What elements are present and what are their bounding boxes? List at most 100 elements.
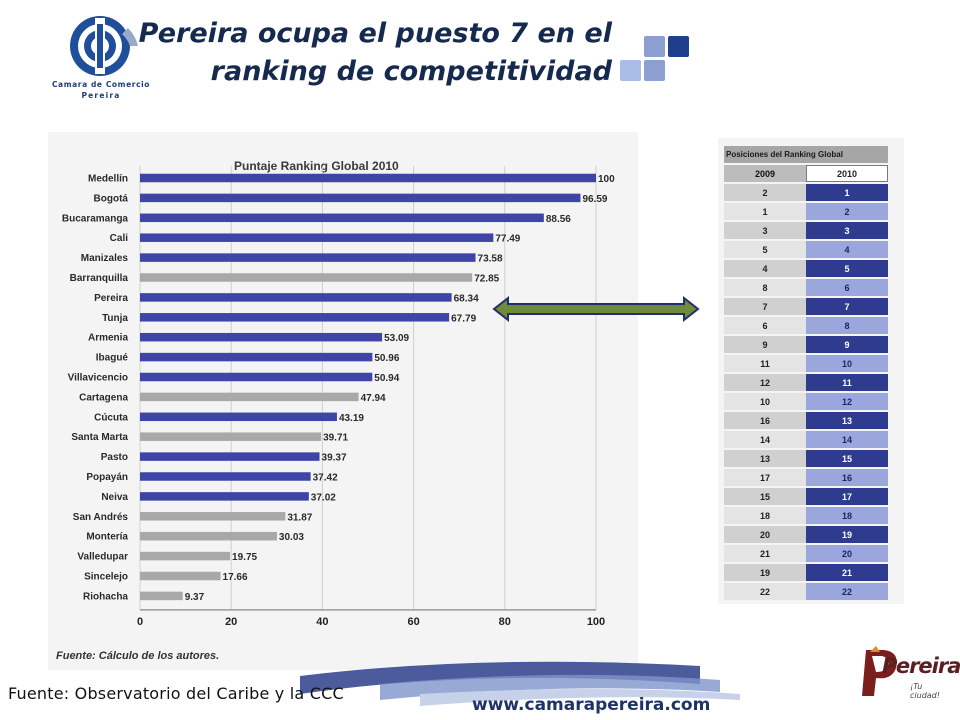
chart-source-note: Fuente: Cálculo de los autores.: [56, 650, 220, 662]
pereira-p-icon: [862, 646, 897, 696]
bar: [140, 193, 581, 203]
category-label: San Andrés: [73, 512, 129, 523]
cell-2009: 14: [724, 431, 806, 448]
category-label: Armenia: [88, 333, 128, 344]
cell-2010: 5: [806, 260, 888, 277]
bar: [140, 432, 322, 441]
cell-2009: 17: [724, 469, 806, 486]
data-label: 17.66: [223, 572, 248, 583]
cell-2009: 11: [724, 355, 806, 372]
category-label: Riohacha: [83, 591, 128, 602]
table-row: 17 16: [724, 469, 888, 486]
camara-comercio-emblem-icon: [70, 16, 138, 76]
data-label: 50.96: [374, 353, 399, 364]
table-title-row: Posiciones del Ranking Global: [724, 146, 888, 163]
cell-2010: 10: [806, 355, 888, 372]
bar: [140, 591, 183, 601]
cell-2009: 2: [724, 184, 806, 201]
cell-2010: 12: [806, 393, 888, 410]
bar: [140, 512, 286, 521]
deco-square: [668, 36, 689, 57]
table-row: 15 17: [724, 488, 888, 505]
cell-2009: 16: [724, 412, 806, 429]
data-label: 47.94: [361, 393, 386, 404]
bar: [140, 213, 544, 223]
cell-2010: 1: [806, 184, 888, 201]
logo-name-line1: Camara de Comercio: [51, 80, 151, 89]
double-arrow-icon: [492, 295, 700, 323]
cell-2009: 1: [724, 203, 806, 220]
cell-2010: 7: [806, 298, 888, 315]
cell-2010: 18: [806, 507, 888, 524]
cell-2010: 19: [806, 526, 888, 543]
bar: [140, 273, 473, 282]
x-tick-label: 60: [407, 616, 419, 628]
table-row: 20 19: [724, 526, 888, 543]
deco-square: [644, 60, 665, 81]
data-label: 37.02: [311, 492, 336, 503]
cell-2010: 15: [806, 450, 888, 467]
x-tick-label: 0: [137, 616, 143, 628]
category-label: Pereira: [94, 293, 128, 304]
table-row: 21 20: [724, 545, 888, 562]
data-label: 53.09: [384, 333, 409, 344]
cell-2010: 3: [806, 222, 888, 239]
data-label: 72.85: [474, 274, 499, 285]
cell-2009: 13: [724, 450, 806, 467]
cell-2010: 4: [806, 241, 888, 258]
deco-square: [620, 60, 641, 81]
bar: [140, 551, 231, 561]
cell-2009: 8: [724, 279, 806, 296]
table-row: 10 12: [724, 393, 888, 410]
data-label: 31.87: [287, 512, 312, 523]
table-row: 18 18: [724, 507, 888, 524]
cell-2009: 22: [724, 583, 806, 600]
cell-2009: 5: [724, 241, 806, 258]
bar: [140, 452, 320, 461]
x-tick-label: 80: [499, 616, 511, 628]
cell-2009: 18: [724, 507, 806, 524]
column-header-2009: 2009: [724, 165, 806, 182]
category-label: Sincelejo: [84, 572, 128, 583]
slide-title: Pereira ocupa el puesto 7 en el ranking …: [130, 15, 612, 91]
cell-2009: 4: [724, 260, 806, 277]
cell-2009: 19: [724, 564, 806, 581]
source-text: Fuente: Observatorio del Caribe y la CCC: [8, 684, 344, 703]
cell-2009: 3: [724, 222, 806, 239]
table-row: 19 21: [724, 564, 888, 581]
data-label: 67.79: [451, 313, 476, 324]
column-header-2010: 2010: [806, 165, 888, 182]
bar: [140, 492, 309, 501]
table-row: 13 15: [724, 450, 888, 467]
bar: [140, 372, 373, 382]
bar: [140, 293, 452, 302]
pereira-tagline: ¡Tu ciudad!: [910, 682, 940, 700]
category-label: Cartagena: [79, 392, 128, 403]
x-tick-label: 100: [587, 616, 605, 628]
data-label: 39.37: [322, 453, 347, 464]
data-label: 37.42: [313, 473, 338, 484]
category-label: Bogotá: [94, 193, 129, 204]
category-label: Santa Marta: [71, 432, 128, 443]
bar: [140, 412, 337, 422]
category-label: Manizales: [81, 253, 129, 264]
table-header-row: 2009 2010: [724, 165, 888, 182]
table-row: 11 10: [724, 355, 888, 372]
camara-comercio-logo: Camara de Comercio Pereira: [48, 14, 168, 104]
data-label: 68.34: [454, 293, 479, 304]
category-label: Tunja: [102, 313, 128, 324]
chart-panel: Puntaje Ranking Global 2010 0 20 40 60 80 100 M…: [48, 132, 638, 670]
cell-2010: 22: [806, 583, 888, 600]
cell-2010: 17: [806, 488, 888, 505]
data-label: 30.03: [279, 532, 304, 543]
pereira-logo: Pereira ¡Tu ciudad!: [852, 640, 960, 710]
category-label: Cali: [110, 233, 129, 244]
table-row: 22 22: [724, 583, 888, 600]
category-label: Popayán: [86, 472, 128, 483]
category-label: Villavicencio: [68, 373, 128, 384]
table-title: Posiciones del Ranking Global: [724, 146, 888, 163]
